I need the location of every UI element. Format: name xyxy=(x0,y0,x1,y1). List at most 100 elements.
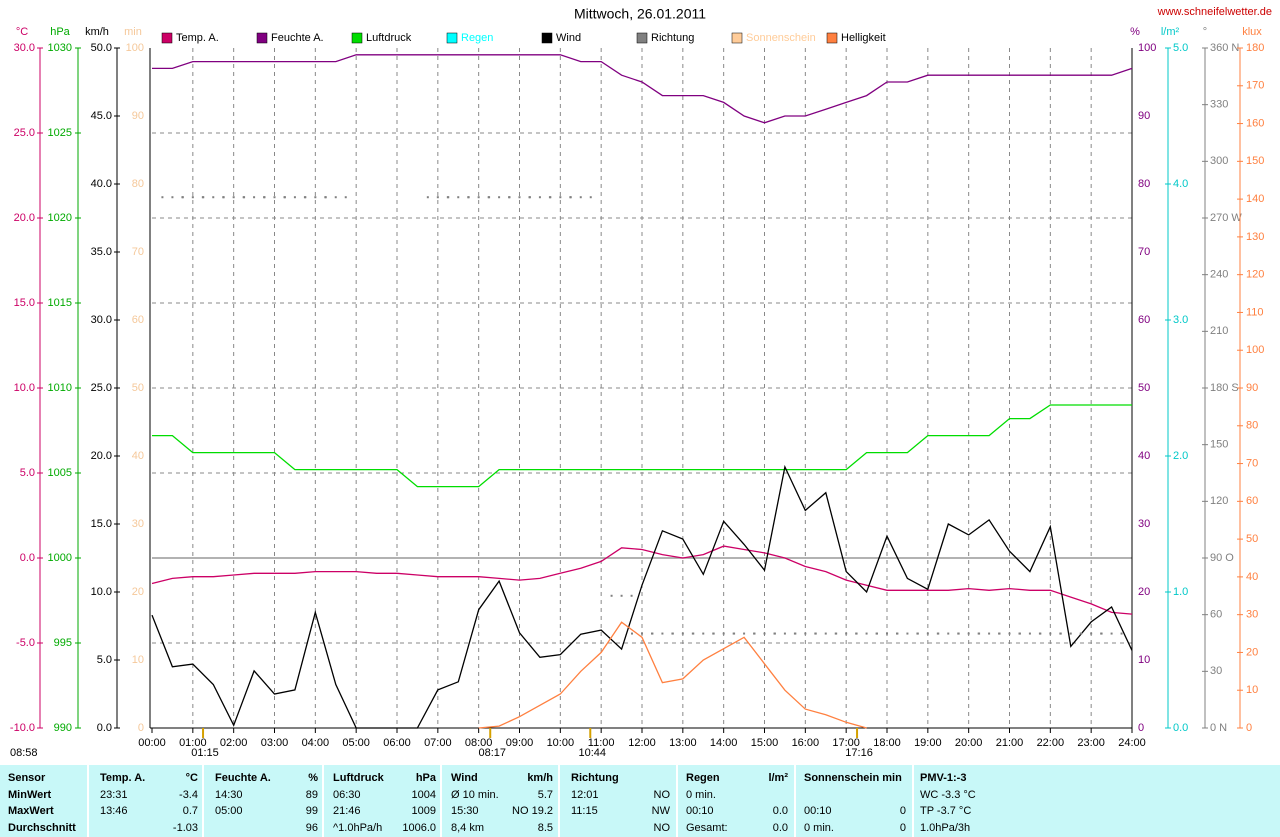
x-tick-label: 13:00 xyxy=(669,737,697,749)
legend-label: Luftdruck xyxy=(366,32,412,44)
y-tick-label: 90 xyxy=(1246,382,1258,394)
x-tick-label: 09:00 xyxy=(506,737,534,749)
table-cell: Luftdruck xyxy=(333,772,385,784)
direction-dot xyxy=(957,632,960,635)
table-cell: % xyxy=(308,772,318,784)
y-tick-label: 50 xyxy=(1246,533,1258,545)
y-tick-label: 0 xyxy=(138,722,144,734)
direction-dot xyxy=(1008,632,1011,635)
direction-dot xyxy=(855,632,858,635)
y-tick-label: 60 xyxy=(1246,495,1258,507)
legend-swatch xyxy=(731,32,743,44)
axis-unit: % xyxy=(1130,26,1140,38)
table-cell: 0 xyxy=(900,805,906,817)
y-tick-label: 80 xyxy=(1246,420,1258,432)
table-cell: Sensor xyxy=(8,772,46,784)
y-tick-label: 80 xyxy=(1138,178,1150,190)
y-tick-label: 30 xyxy=(1246,609,1258,621)
direction-dot xyxy=(906,632,909,635)
y-tick-label: 90 O xyxy=(1210,552,1234,564)
direction-dot xyxy=(630,594,633,597)
table-cell: hPa xyxy=(416,772,437,784)
y-tick-label: 20.0 xyxy=(14,212,35,224)
y-tick-label: 3.0 xyxy=(1173,314,1188,326)
direction-dot xyxy=(273,196,276,199)
y-tick-label: 50 xyxy=(132,382,144,394)
x-tick-label: 10:00 xyxy=(547,737,575,749)
y-tick-label: 60 xyxy=(132,314,144,326)
direction-dot xyxy=(722,632,725,635)
x-tick-label: 17:00 xyxy=(832,737,860,749)
direction-dot xyxy=(1059,632,1062,635)
x-tick-label: 11:00 xyxy=(588,737,615,749)
direction-dot xyxy=(794,632,797,635)
x-tick-label: 18:00 xyxy=(873,737,901,749)
legend-swatch xyxy=(161,32,173,44)
y-tick-label: 110 xyxy=(1246,306,1264,318)
y-tick-label: 0.0 xyxy=(97,722,112,734)
direction-dot xyxy=(702,632,705,635)
y-tick-label: -10.0 xyxy=(10,722,35,734)
direction-dot xyxy=(508,196,511,199)
x-tick-label: 08:00 xyxy=(465,737,493,749)
y-tick-label: 120 xyxy=(1210,495,1228,507)
legend-label: Regen xyxy=(461,32,493,44)
y-tick-label: 100 xyxy=(1138,42,1156,54)
direction-dot xyxy=(876,632,878,635)
x-tick-label: 04:00 xyxy=(302,737,330,749)
direction-dot xyxy=(222,196,225,199)
y-tick-label: 990 xyxy=(54,722,72,734)
y-tick-label: 40 xyxy=(132,450,144,462)
x-tick-label: 16:00 xyxy=(792,737,820,749)
direction-dot xyxy=(835,632,838,635)
y-tick-label: 20 xyxy=(1246,646,1258,658)
direction-dot xyxy=(304,196,307,199)
axis-unit: km/h xyxy=(85,26,109,38)
direction-dot xyxy=(641,632,643,635)
x-tick-label: 02:00 xyxy=(220,737,248,749)
y-tick-label: 0 N xyxy=(1210,722,1227,734)
legend-swatch xyxy=(446,32,458,44)
table-cell: km/h xyxy=(527,772,553,784)
table-cell: l/m² xyxy=(768,772,788,784)
y-tick-label: 25.0 xyxy=(91,382,112,394)
direction-dot xyxy=(947,632,950,635)
x-tick-label: 14:00 xyxy=(710,737,738,749)
table-cell: 0.0 xyxy=(773,822,788,834)
legend-label: Sonnenschein xyxy=(746,32,816,44)
direction-dot xyxy=(1018,632,1021,635)
y-tick-label: 50.0 xyxy=(91,42,112,54)
direction-dot xyxy=(712,632,715,635)
y-tick-label: 30.0 xyxy=(91,314,112,326)
y-tick-label: 130 xyxy=(1246,231,1264,243)
direction-dot xyxy=(243,196,246,199)
direction-dot xyxy=(1080,632,1083,635)
y-tick-label: 0.0 xyxy=(20,552,35,564)
source: www.schneifelwetter.de xyxy=(1157,6,1272,18)
direction-dot xyxy=(804,632,807,635)
legend-swatch xyxy=(256,32,268,44)
table-cell: NO 19.2 xyxy=(512,805,553,817)
direction-dot xyxy=(1069,632,1072,635)
table-cell: 0 min. xyxy=(804,822,834,834)
direction-dot xyxy=(865,632,868,635)
annotation: 08:17 xyxy=(478,747,506,759)
direction-dot xyxy=(1028,632,1031,635)
table-cell: NO xyxy=(654,789,671,801)
x-tick-label: 03:00 xyxy=(261,737,289,749)
y-tick-label: 995 xyxy=(54,637,72,649)
legend-label: Wind xyxy=(556,32,581,44)
y-tick-label: 2.0 xyxy=(1173,450,1188,462)
direction-dot xyxy=(161,196,164,199)
axis-unit: l/m² xyxy=(1161,26,1180,38)
y-tick-label: 60 xyxy=(1138,314,1150,326)
y-tick-label: 1005 xyxy=(48,467,72,479)
table-cell: 11:15 xyxy=(571,805,598,817)
y-tick-label: 40 xyxy=(1246,571,1258,583)
x-tick-label: 15:00 xyxy=(751,737,779,749)
direction-dot xyxy=(232,196,235,199)
table-cell: °C xyxy=(186,772,198,784)
y-tick-label: 20.0 xyxy=(91,450,112,462)
table-cell: 96 xyxy=(306,822,318,834)
